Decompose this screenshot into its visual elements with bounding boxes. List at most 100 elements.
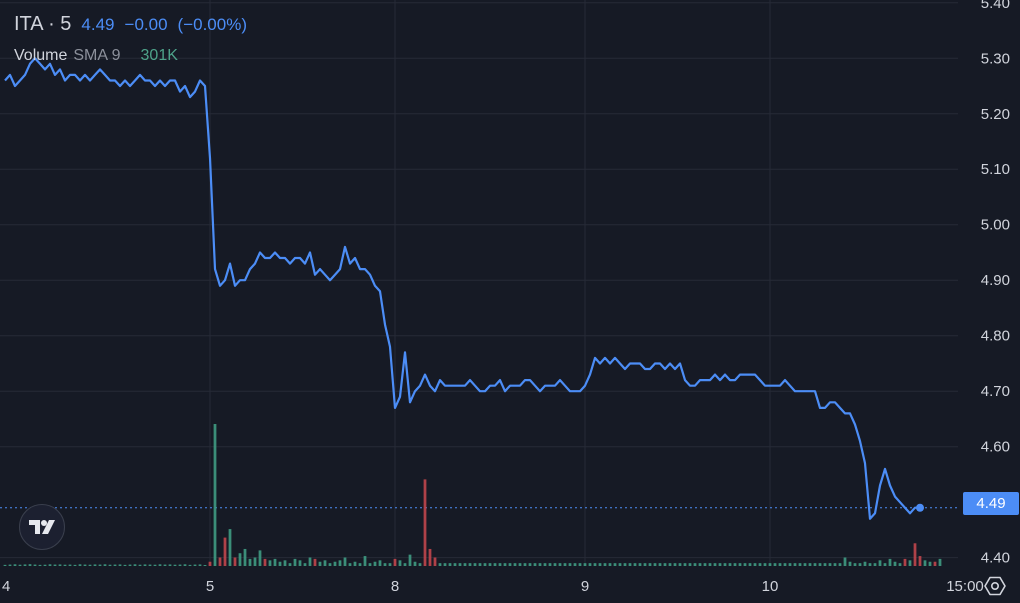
x-tick-label: 5	[206, 578, 214, 595]
volume-bar	[173, 564, 177, 566]
volume-bar	[828, 563, 832, 566]
volume-bar	[838, 563, 842, 566]
y-tick-label: 4.70	[981, 383, 1010, 400]
volume-bar	[273, 558, 277, 566]
volume-bar	[548, 563, 552, 566]
volume-bar	[503, 563, 507, 566]
volume-bar	[63, 564, 67, 566]
last-price-badge: 4.49	[963, 492, 1019, 515]
volume-bar	[468, 563, 472, 566]
volume-bar	[638, 563, 642, 566]
volume-bar	[928, 561, 932, 566]
volume-bar	[633, 563, 637, 566]
y-tick-label: 4.80	[981, 328, 1010, 345]
x-tick-label: 10	[762, 578, 779, 595]
volume-bar	[668, 563, 672, 566]
volume-bar	[883, 563, 887, 566]
volume-bar	[583, 563, 587, 566]
volume-bar	[933, 561, 937, 566]
volume-bar	[913, 543, 917, 566]
volume-bar	[863, 561, 867, 566]
volume-bar	[128, 564, 132, 566]
volume-bar	[643, 563, 647, 566]
volume-bar	[798, 563, 802, 566]
volume-bar	[448, 563, 452, 566]
volume-bar	[23, 564, 27, 566]
volume-bar	[248, 558, 252, 566]
volume-bar	[573, 563, 577, 566]
volume-bar	[98, 564, 102, 566]
grid	[0, 0, 958, 566]
volume-bar	[488, 563, 492, 566]
volume-bar	[543, 563, 547, 566]
volume-bar	[778, 563, 782, 566]
volume-bar	[508, 563, 512, 566]
y-tick-label: 5.30	[981, 50, 1010, 67]
volume-bar	[333, 561, 337, 566]
volume-bar	[293, 558, 297, 566]
volume-bar	[408, 554, 412, 566]
volume-bar	[888, 558, 892, 566]
volume-bar	[203, 565, 207, 566]
volume-bar	[698, 563, 702, 566]
volume-bar	[168, 564, 172, 566]
volume-bar	[243, 548, 247, 566]
volume-bar	[3, 564, 7, 566]
x-tick-label: 4	[2, 578, 10, 595]
volume-bar	[213, 424, 217, 566]
volume-bar	[233, 557, 237, 566]
volume-bar	[403, 563, 407, 566]
volume-bar	[908, 560, 912, 566]
volume-bar	[153, 564, 157, 566]
volume-bar	[893, 561, 897, 566]
volume-bar	[68, 564, 72, 566]
volume-bar	[783, 563, 787, 566]
volume-bar	[148, 564, 152, 566]
volume-bar	[383, 563, 387, 566]
volume-bar	[158, 564, 162, 566]
volume-bar	[423, 479, 427, 566]
volume-bar	[283, 560, 287, 566]
volume-bar	[443, 563, 447, 566]
volume-bar	[28, 564, 32, 566]
volume-bar	[518, 563, 522, 566]
volume-bar	[738, 563, 742, 566]
volume-bar	[428, 548, 432, 566]
volume-bar	[628, 563, 632, 566]
symbol-label[interactable]: ITA · 5	[14, 13, 72, 35]
volume-bar	[598, 563, 602, 566]
volume-bar	[313, 558, 317, 566]
volume-bar	[13, 564, 17, 566]
volume-bar	[318, 561, 322, 566]
price-change-value: −0.00	[124, 15, 168, 34]
volume-bar	[223, 537, 227, 566]
volume-bar	[393, 558, 397, 566]
volume-bar	[478, 563, 482, 566]
volume-bar	[568, 563, 572, 566]
volume-bar	[553, 563, 557, 566]
volume-bar	[898, 563, 902, 566]
volume-bar	[88, 564, 92, 566]
volume-label[interactable]: Volume	[14, 47, 68, 64]
volume-bar	[413, 561, 417, 566]
volume-bar	[538, 563, 542, 566]
volume-bar	[303, 563, 307, 566]
volume-bar	[58, 564, 62, 566]
volume-bar	[358, 563, 362, 566]
tradingview-logo-icon[interactable]	[19, 504, 65, 550]
volume-bar	[663, 563, 667, 566]
x-tick-label: 15:00	[946, 578, 984, 595]
gear-icon[interactable]	[982, 574, 1008, 598]
legend: ITA · 5 4.49 −0.00 (−0.00%) Volume SMA 9…	[14, 14, 247, 64]
volume-bar	[83, 564, 87, 566]
volume-bar	[93, 564, 97, 566]
volume-bar	[848, 561, 852, 566]
price-series-line	[4, 57, 920, 520]
volume-value: 301K	[140, 47, 178, 64]
volume-bar	[218, 557, 222, 566]
volume-bar	[263, 558, 267, 566]
y-tick-label: 5.10	[981, 161, 1010, 178]
volume-bar	[743, 563, 747, 566]
y-tick-label: 4.90	[981, 272, 1010, 289]
